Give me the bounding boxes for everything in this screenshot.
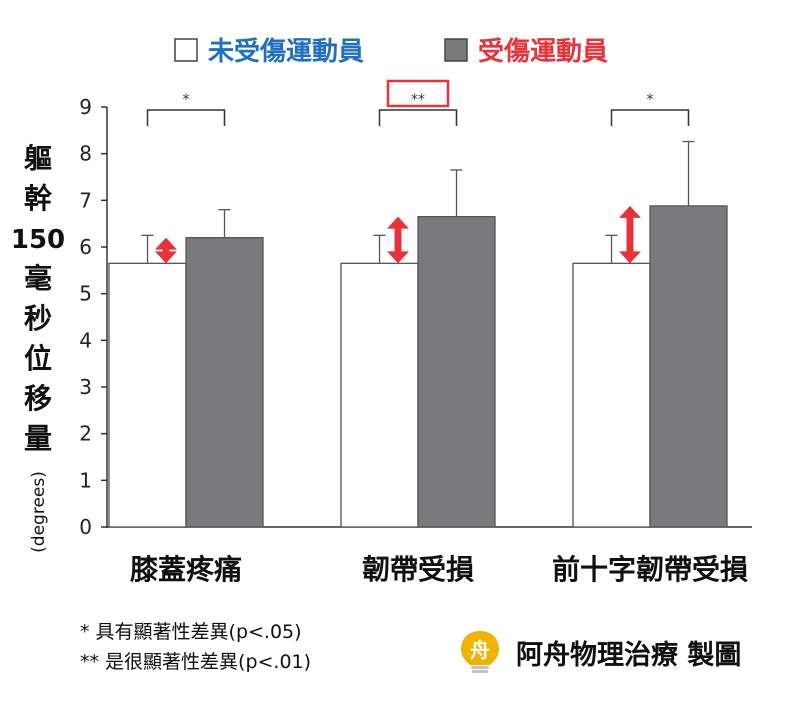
y-tick-label: 2 — [79, 422, 92, 446]
footnote-significant: * 具有顯著性差異(p<.05) — [80, 621, 302, 643]
significance-highlight-box — [386, 79, 450, 108]
y-tick-label: 3 — [79, 375, 92, 399]
x-tick-label: 膝蓋疼痛 — [129, 553, 242, 586]
y-tick-label: 8 — [79, 142, 92, 166]
credit-text: 阿舟物理治療 製圖 — [516, 639, 742, 671]
footnote-very-significant: ** 是很顯著性差異(p<.01) — [80, 651, 312, 673]
difference-arrow-icon — [155, 237, 177, 264]
significance-marker: * — [647, 92, 654, 108]
y-axis-label-line: 毫 — [24, 262, 52, 295]
y-tick-label: 1 — [79, 468, 92, 492]
y-tick-label: 0 — [79, 515, 92, 539]
y-tick-label: 5 — [79, 282, 92, 306]
bar-injured — [417, 216, 496, 528]
logo-text: 舟 — [470, 638, 490, 662]
legend-label-injured: 受傷運動員 — [478, 36, 608, 67]
difference-arrow-icon — [619, 205, 641, 264]
y-axis-label-line: 幹 — [24, 182, 53, 215]
significance-marker: * — [183, 92, 190, 108]
legend-label-uninjured: 未受傷運動員 — [208, 36, 364, 67]
y-tick-label: 6 — [79, 235, 92, 259]
y-axis-label-line: 秒 — [24, 302, 52, 335]
y-tick-label: 7 — [79, 188, 92, 212]
bar-uninjured — [108, 262, 187, 528]
significance-brackets: * ** * — [146, 79, 690, 126]
y-axis-label-line: 量 — [24, 422, 52, 455]
y-tick-label: 4 — [79, 328, 92, 352]
bar-uninjured — [340, 262, 419, 528]
significance-bracket — [378, 109, 458, 126]
lightbulb-logo-icon: 舟 — [461, 631, 499, 673]
significance-marker: ** — [411, 92, 425, 108]
y-tick-label: 9 — [79, 95, 92, 119]
y-axis-label-line: 位 — [24, 342, 52, 375]
legend-swatch-injured — [444, 38, 468, 62]
x-axis-labels: 膝蓋疼痛 韌帶受損 前十字韌帶受損 — [129, 553, 748, 586]
y-axis-unit: (degrees) — [29, 471, 49, 553]
difference-arrows — [155, 205, 641, 264]
bar-injured — [185, 237, 264, 528]
legend-swatch-uninjured — [174, 38, 198, 62]
significance-bracket — [146, 109, 226, 126]
x-tick-label: 前十字韌帶受損 — [552, 553, 748, 586]
significance-bracket — [610, 109, 690, 126]
bar-uninjured — [572, 262, 651, 528]
y-axis-label-line: 軀 — [23, 142, 52, 175]
credit: 舟 阿舟物理治療 製圖 — [456, 628, 741, 676]
bar-injured — [649, 205, 728, 528]
y-axis-label-line: 150 — [11, 225, 65, 255]
legend: 未受傷運動員 受傷運動員 — [174, 36, 608, 67]
y-axis-label-line: 移 — [24, 382, 52, 415]
x-tick-label: 韌帶受損 — [362, 553, 474, 586]
bars — [108, 140, 728, 528]
difference-arrow-icon — [387, 216, 409, 264]
